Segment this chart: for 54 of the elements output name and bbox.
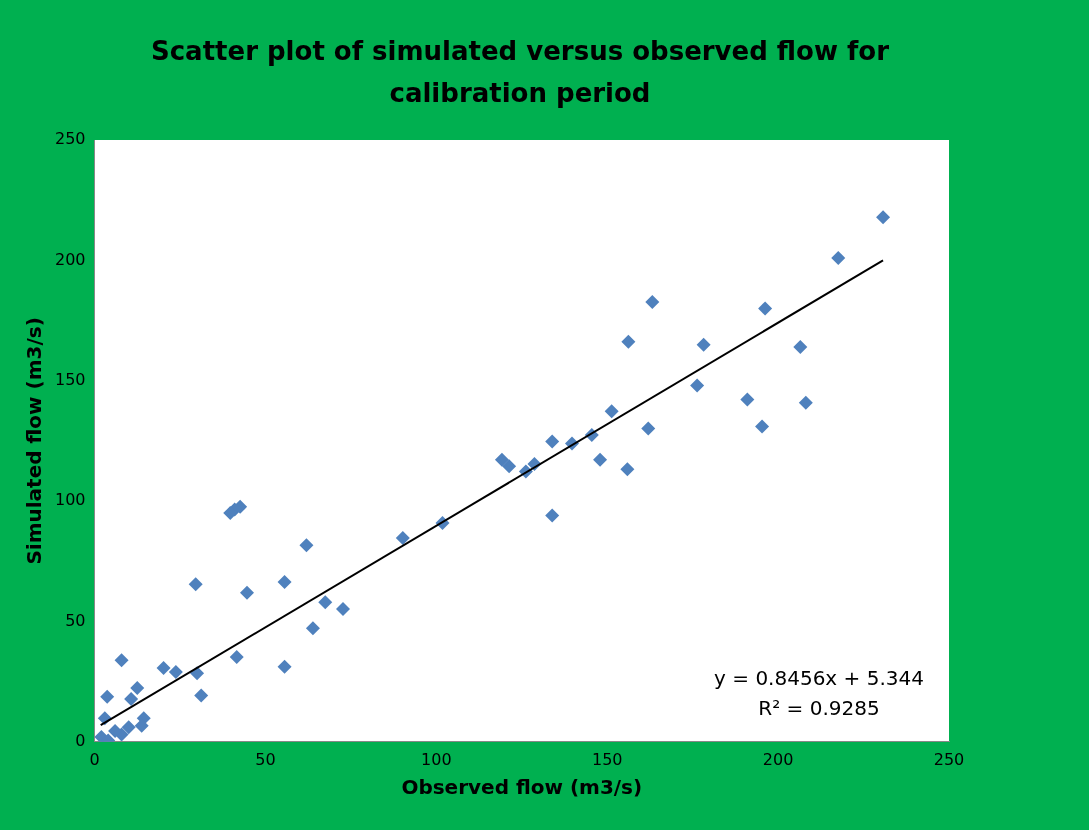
point — [124, 691, 139, 706]
point — [299, 538, 314, 553]
point — [755, 419, 770, 434]
point — [604, 404, 619, 419]
point — [798, 395, 813, 410]
annotation: R² = 0.9285 — [758, 696, 880, 720]
point — [395, 530, 410, 545]
point — [494, 452, 509, 467]
chart-title: Scatter plot of simulated versus observed flow for calibration period — [149, 35, 891, 110]
point — [114, 653, 129, 668]
point — [645, 295, 660, 310]
x-tick-label: 200 — [762, 749, 794, 769]
point — [336, 601, 351, 616]
point — [620, 462, 635, 477]
x-tick-label: 0 — [89, 749, 100, 769]
point — [876, 210, 891, 225]
point — [318, 595, 333, 610]
point — [758, 301, 773, 316]
point — [168, 664, 183, 679]
point — [277, 574, 292, 589]
point — [793, 340, 808, 355]
point — [641, 421, 656, 436]
y-tick-label: 0 — [75, 730, 86, 750]
point — [305, 621, 320, 636]
x-tick-label: 50 — [255, 749, 276, 769]
point — [545, 508, 560, 523]
point — [188, 577, 203, 592]
point — [121, 720, 136, 735]
y-tick-label: 100 — [54, 490, 86, 510]
point — [156, 660, 171, 675]
point — [100, 689, 115, 704]
point — [239, 585, 254, 600]
x-tick-label: 150 — [591, 749, 623, 769]
y-tick-label: 250 — [54, 129, 86, 149]
point — [740, 392, 755, 407]
y-axis-title: Simulated flow (m3/s) — [22, 317, 47, 565]
point — [831, 250, 846, 265]
point — [229, 650, 244, 665]
point — [690, 378, 705, 393]
x-tick-label: 100 — [421, 749, 452, 769]
point — [545, 434, 560, 449]
annotation: y = 0.8456x + 5.344 — [714, 666, 924, 690]
point — [502, 459, 517, 474]
point — [194, 688, 209, 703]
point — [277, 659, 292, 674]
x-axis-title: Observed flow (m3/s) — [401, 775, 643, 800]
point — [593, 452, 608, 467]
point — [130, 681, 145, 696]
y-tick-label: 150 — [54, 369, 86, 389]
y-tick-label: 200 — [54, 249, 86, 269]
y-tick-label: 50 — [65, 610, 86, 630]
point — [696, 337, 711, 352]
point — [621, 334, 636, 349]
x-tick-label: 250 — [933, 749, 965, 769]
